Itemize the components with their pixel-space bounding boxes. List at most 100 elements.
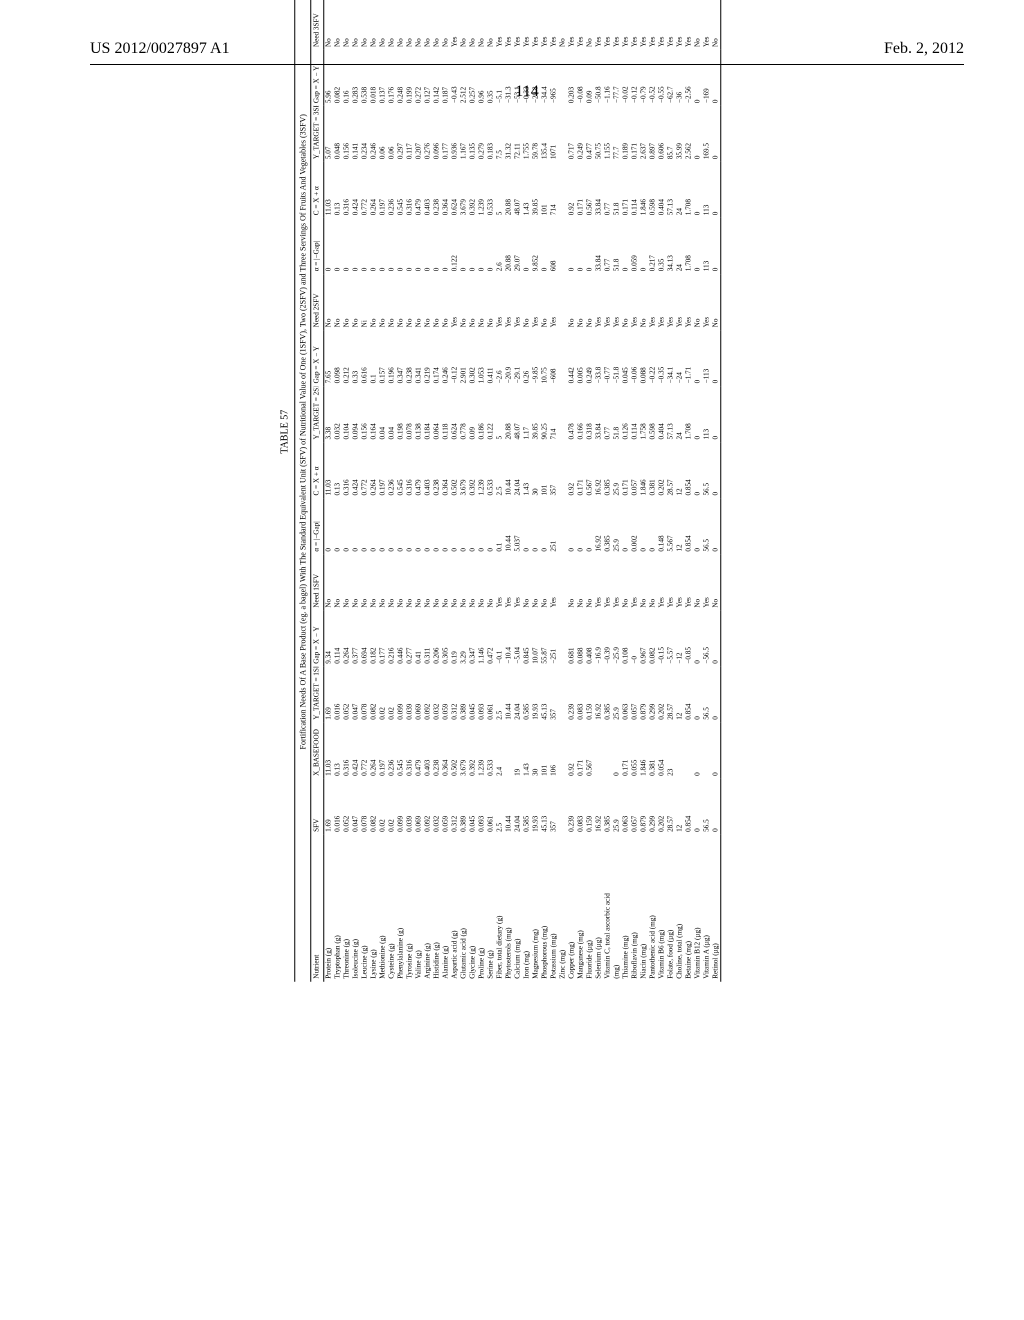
cell: −1.71 [684,330,693,386]
cell: 714 [549,386,558,442]
cell: No [441,0,450,50]
cell: Zinc (mg) [558,835,567,982]
cell: 1.167 [459,106,468,162]
cell: No [585,274,594,330]
cell: 0.184 [423,386,432,442]
cell: Riboflavin (mg) [630,835,639,982]
cell: 0 [621,218,630,274]
cell [684,723,693,779]
cell: 0.137 [378,50,387,106]
cell: 0 [567,499,576,555]
cell: Cysteine (g) [387,835,396,982]
cell: 0.092 [423,667,432,723]
cell: 0 [360,218,369,274]
cell: No [378,274,387,330]
cell: −0 [630,611,639,667]
cell: 19 [513,723,522,779]
cell: No [585,555,594,611]
cell: 0.093 [477,779,486,835]
cell: 0 [711,162,721,218]
cell: 0 [468,218,477,274]
cell: 0.92 [567,723,576,779]
cell: Iron (mg) [522,835,531,982]
table-row: Leucine (g)0.0780.7720.0780.694No00.7720… [360,0,369,982]
table-row: Niacin (mg)0.8791.8460.8790.967No01.8461… [639,0,648,982]
cell: 0.078 [360,667,369,723]
cell: 0.772 [360,723,369,779]
cell: Calcium (mg) [513,835,522,982]
cell: −53.1 [513,50,522,106]
cell: 2.5 [495,442,504,498]
cell: 0.585 [522,667,531,723]
cell: 0 [711,386,721,442]
cell: −1.16 [603,50,612,106]
cell: Yes [675,274,684,330]
cell: 0.392 [468,162,477,218]
cell: −16.9 [594,611,603,667]
cell: 0.061 [486,779,495,835]
cell: 0.088 [639,330,648,386]
cell: Phenylalanine (g) [396,835,405,982]
cell: Yes [702,274,711,330]
table-row: Methionine (g)0.020.1970.020.177No00.197… [378,0,387,982]
cell: Vitamin C, total ascorbic acid [603,835,612,982]
cell: 2.562 [684,106,693,162]
cell: 0.057 [630,667,639,723]
cell: 1.053 [477,330,486,386]
cell: Yes [549,274,558,330]
cell: No [387,0,396,50]
cell: 0.77 [603,386,612,442]
cell: 0 [414,218,423,274]
cell: 0.187 [441,50,450,106]
col-header: Need 2SFV [311,274,323,330]
cell: 0.057 [630,779,639,835]
cell: 0.039 [405,779,414,835]
cell: Yes [684,0,693,50]
cell: Selenium (µg) [594,835,603,982]
cell: 2.6 [495,218,504,274]
cell: 0.238 [432,162,441,218]
cell: 0.598 [648,386,657,442]
cell: 0.171 [621,442,630,498]
fortification-table: NutrientSFVX_BASEFOODY_TARGET = 1SFVGap … [311,0,721,982]
cell: 24.04 [513,667,522,723]
cell: 0.772 [360,442,369,498]
cell: 0 [540,499,549,555]
cell: 11.03 [323,162,333,218]
cell: 2.4 [495,723,504,779]
col-header: Y_TARGET = 1SFV [311,667,323,723]
cell: 0 [711,218,721,274]
cell: 0.171 [576,723,585,779]
cell: 0 [486,499,495,555]
cell: 0.078 [405,386,414,442]
cell: 0.845 [522,611,531,667]
cell: Phosphorous (mg) [540,835,549,982]
cell: 90.25 [540,386,549,442]
cell: No [459,555,468,611]
cell: No [468,555,477,611]
table-row: Alanine (g)0.0590.3640.0590.305No00.3640… [441,0,450,982]
cell: 0.127 [423,50,432,106]
cell: 0.299 [648,667,657,723]
cell: 0 [693,667,702,723]
cell: −2.56 [684,50,693,106]
cell: No [333,0,342,50]
cell: 0 [540,218,549,274]
cell: 0 [693,330,702,386]
cell: 24 [675,218,684,274]
cell: No [531,555,540,611]
cell: Ni [360,274,369,330]
col-header: Y_TARGET = 2SFV [311,386,323,442]
cell: 0.171 [621,162,630,218]
cell: 1.239 [477,442,486,498]
table-row: Zinc (mg)No [558,0,567,982]
cell: 0 [405,218,414,274]
table-row: Selenium (µg)16.9216.92−16.9Yes16.9216.9… [594,0,603,982]
table-row: Copper (mg)0.2390.920.2390.681No00.920.4… [567,0,576,982]
cell: 1.17 [522,386,531,442]
col-header: Gap = X − Y [311,611,323,667]
cell: 0 [693,499,702,555]
cell: 30 [531,442,540,498]
cell: No [621,274,630,330]
cell: No [360,555,369,611]
